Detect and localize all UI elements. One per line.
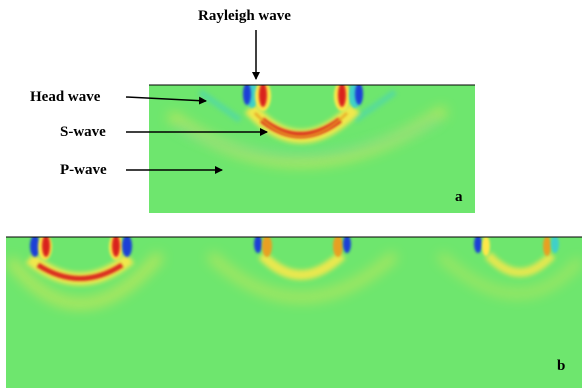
panel-b: [6, 236, 582, 388]
rayleigh-pulse-left: [243, 85, 271, 111]
rayleigh-wave-label: Rayleigh wave: [198, 8, 291, 24]
panel-a-label: a: [455, 189, 463, 205]
p-wave-label: P-wave: [60, 162, 107, 178]
panel-b-source-3: [436, 237, 582, 299]
panel-b-wavefield: [6, 237, 582, 309]
head-wave-arrow: [125, 96, 207, 105]
panel-b-label: b: [557, 358, 566, 374]
head-wave-label: Head wave: [30, 89, 101, 105]
panel-b-source-1: [6, 237, 164, 309]
rayleigh-pulse-right: [334, 85, 363, 111]
s-wave-label: S-wave: [60, 124, 106, 140]
panel-b-background: [6, 237, 582, 388]
panel-b-source-2: [206, 237, 399, 303]
panel-a-background: [149, 85, 475, 213]
